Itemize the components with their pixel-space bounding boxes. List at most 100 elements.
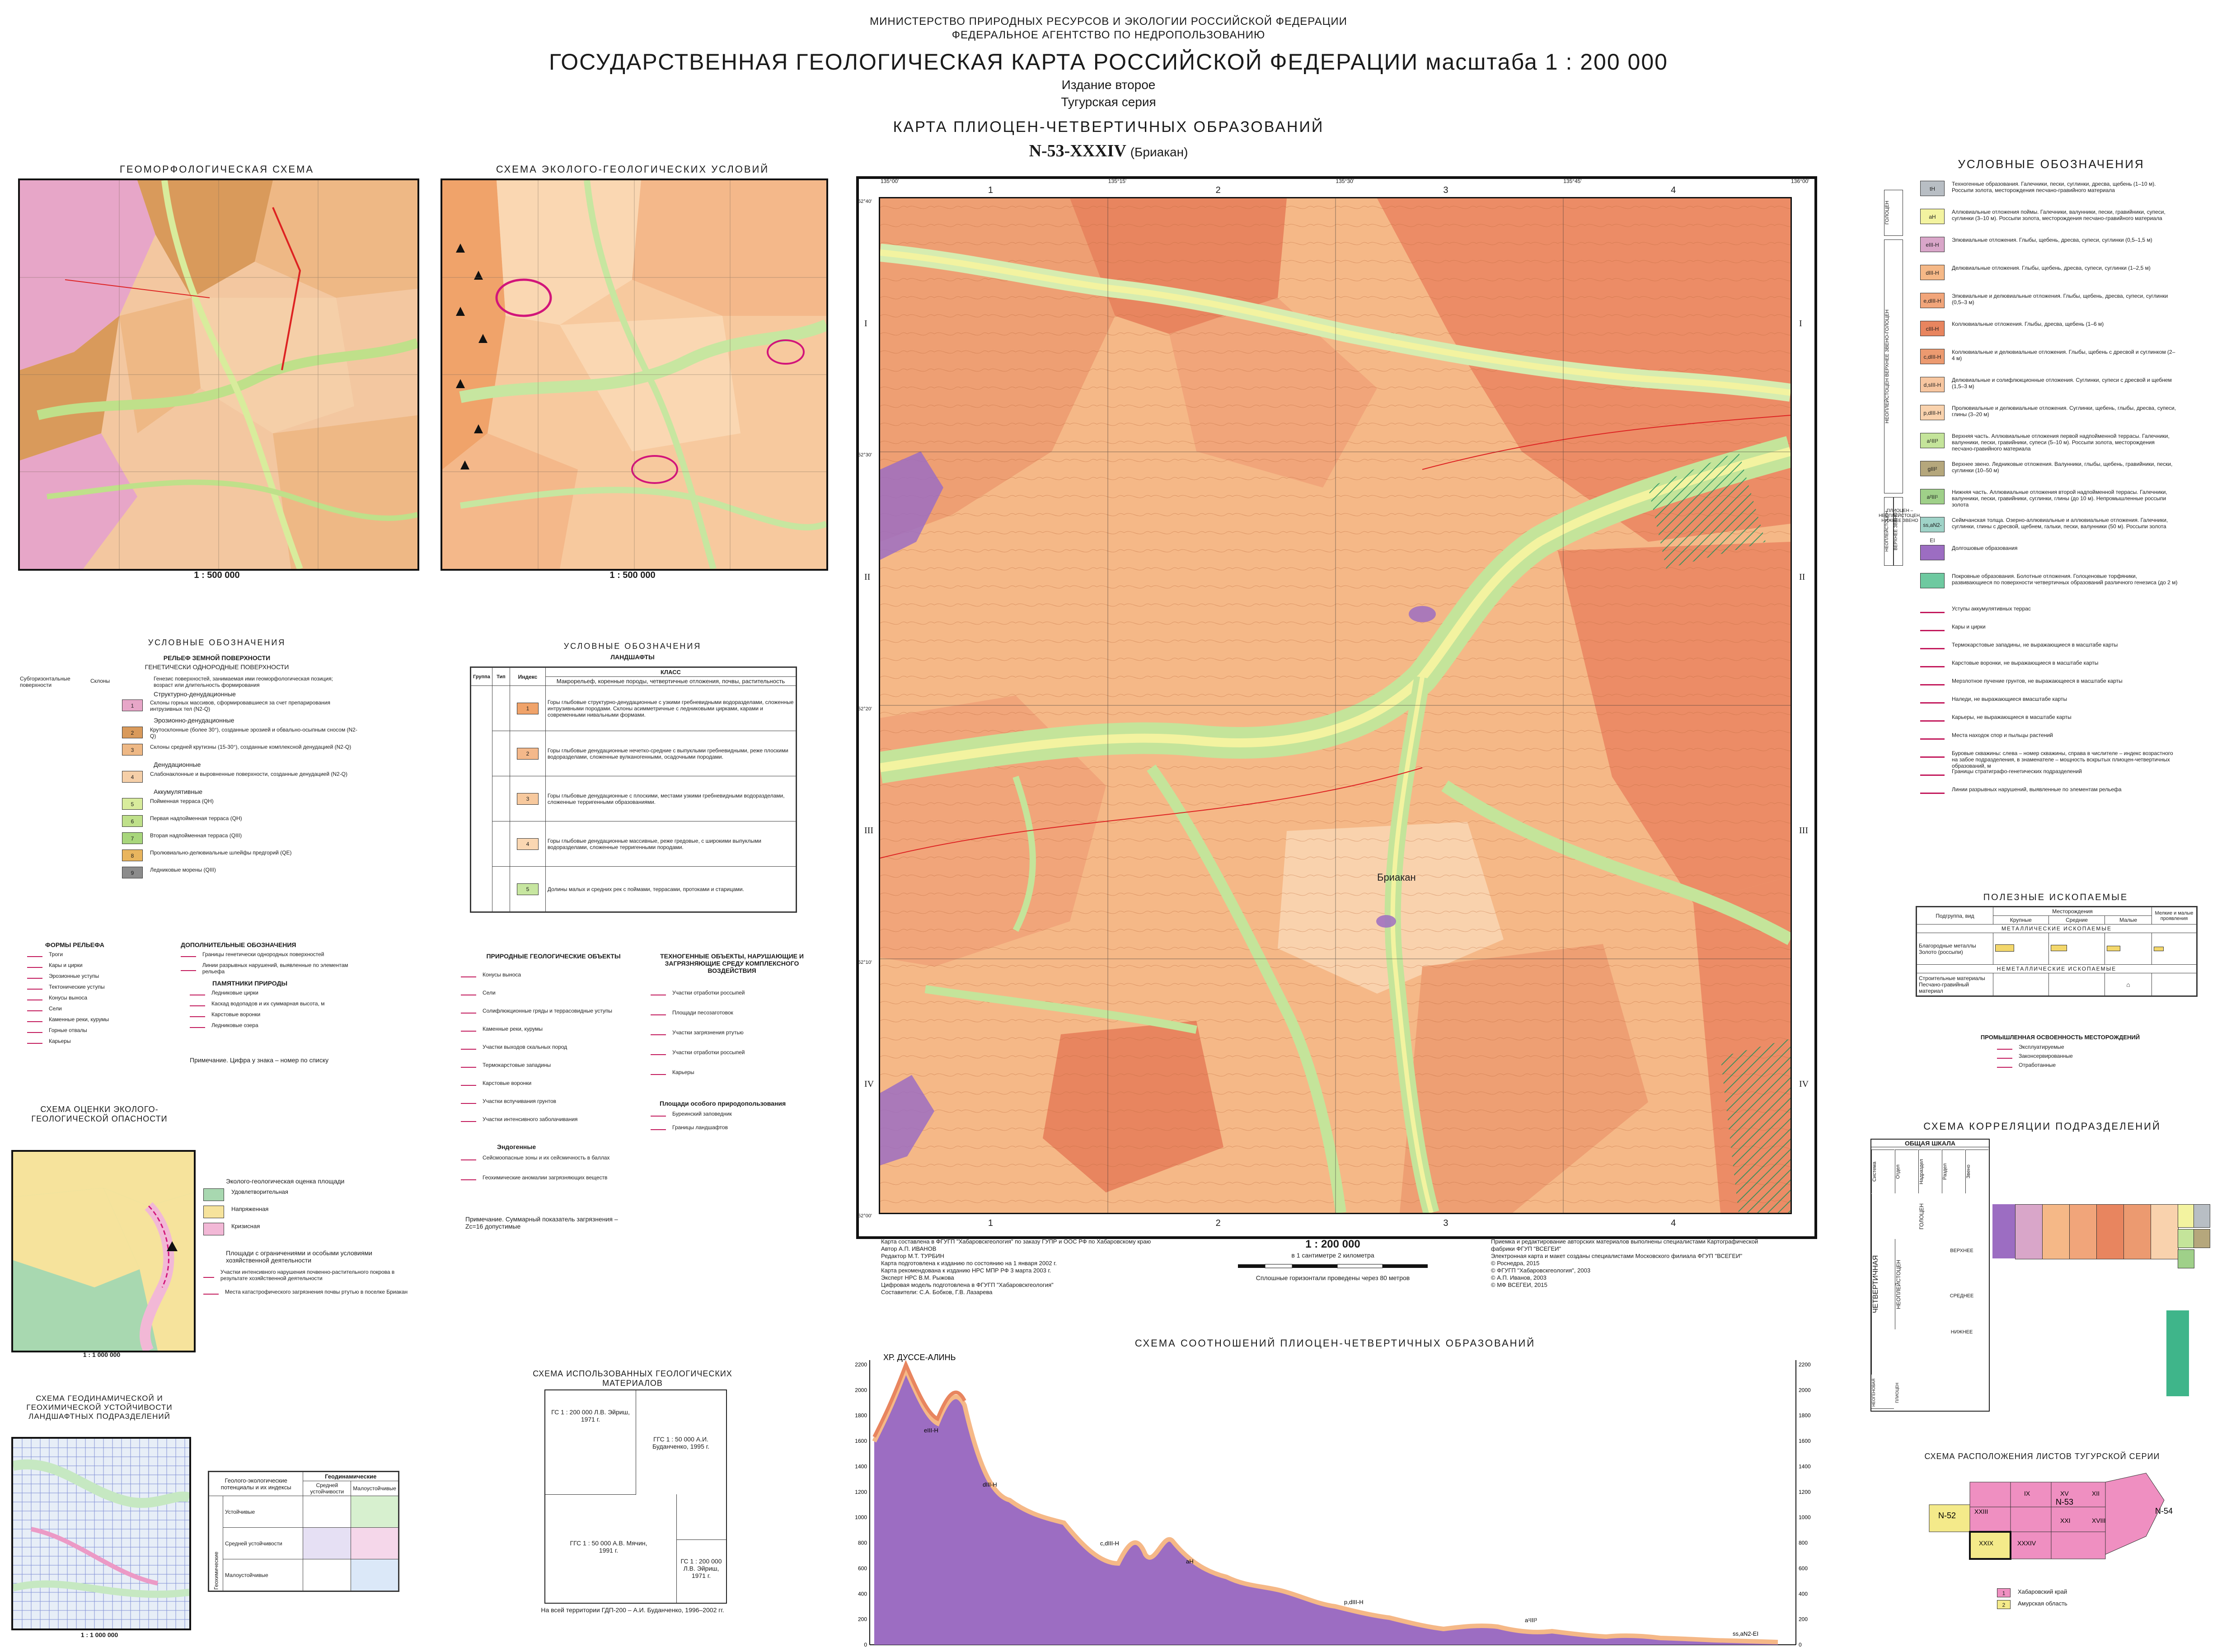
legend-symbol-icon: [203, 1289, 219, 1295]
materials-title: СХЕМА ИСПОЛЬЗОВАННЫХ ГЕОЛОГИЧЕСКИХ МАТЕР…: [533, 1369, 732, 1388]
geomorph-col-b: Склоны: [90, 678, 110, 684]
risk-swatch: [203, 1188, 224, 1201]
legend-item-text: Делювиальные и солифлюкционные отложения…: [1952, 377, 2172, 390]
profile-ytick: 1600: [855, 1438, 867, 1444]
legend-symbol-text: Буровые скважины: слева – номер скважины…: [1952, 750, 2173, 769]
correlation-scale: ОБЩАЯ ШКАЛА Система Отдел Надраздел Раздел З…: [1870, 1139, 1990, 1412]
index-title: СХЕМА РАСПОЛОЖЕНИЯ ЛИСТОВ ТУГУРСКОЙ СЕРИ…: [1924, 1452, 2160, 1461]
geomorph-map-svg: [20, 180, 417, 569]
legend-item: Покровные образования. Болотные отложени…: [1920, 573, 2178, 588]
natural-item-label: Сели: [483, 990, 496, 996]
minerals-cell: [2151, 933, 2197, 965]
natural-item-label: Карстовые воронки: [483, 1080, 532, 1086]
map-coord-lon: 136°00': [1791, 178, 1809, 184]
eco-row-type: [492, 866, 510, 912]
eco-row-index: 2: [509, 731, 546, 776]
legend-swatch: p,dIII-H: [1920, 405, 1945, 420]
legend-symbol-icon: [190, 1012, 205, 1017]
geomorph-legend-item: 6 Первая надпойменная терраса (QH): [122, 815, 362, 827]
minerals-table: Подгруппа, вид Месторождения Мелкие и ма…: [1916, 906, 2198, 997]
eco-head-index: Индекс: [509, 667, 546, 686]
minerals-cell: [2151, 973, 2197, 996]
natural-item-label: Участки интенсивного заболачивания: [483, 1116, 578, 1122]
legend-symbol-icon: [1997, 1044, 2012, 1050]
map-coord-lat: 52°20': [858, 706, 872, 712]
legend-symbol-icon: [1920, 678, 1945, 685]
correlation-head: Надраздел: [1918, 1150, 1941, 1193]
legend-symbol-item: Карстовые воронки, не выражающиеся в мас…: [1920, 660, 2178, 667]
monuments-item: Карстовые воронки: [190, 1011, 260, 1018]
profile-label: a¹III³: [1525, 1617, 1537, 1624]
sheet-number: N-53-XXXIV: [1029, 141, 1126, 160]
profile-ytick: 1400: [1799, 1463, 1811, 1469]
techno-title: ТЕХНОГЕННЫЕ ОБЪЕКТЫ, НАРУШАЮЩИЕ И ЗАГРЯЗ…: [660, 953, 804, 974]
legend-symbol-icon: [27, 1038, 42, 1044]
geomorph-legend-text: Склоны средней крутизны (15-30°), создан…: [150, 744, 352, 750]
monuments-item: Каскад водопадов и их суммарная высота, …: [190, 1000, 325, 1007]
legend-symbol-icon: [461, 1062, 476, 1068]
legend-item: a¹III³ Верхняя часть. Аллювиальные отложе…: [1920, 433, 2178, 452]
monuments-item: Ледниковые озера: [190, 1022, 258, 1028]
eco-row: 5 Долины малых и средних рек с поймами, т…: [471, 866, 797, 912]
map-coord-lon: 135°00': [881, 178, 899, 184]
geomorph-legend-text: Крутосклонные (более 30°), созданные эро…: [150, 727, 357, 739]
natural-item-label: Каменные реки, курумы: [483, 1026, 543, 1032]
minerals-head-group: Подгруппа, вид: [1917, 907, 1993, 925]
geomorph-swatch: 8: [122, 849, 143, 861]
map-subtitle: КАРТА ПЛИОЦЕН-ЧЕТВЕРТИЧНЫХ ОБРАЗОВАНИЙ: [893, 118, 1324, 136]
materials-text-4: ГС 1 : 200 000 Л.В. Эйриш, 1971 г.: [680, 1558, 722, 1579]
legend-swatch: cIII-H: [1920, 321, 1945, 336]
forms-item: Конусы выноса: [27, 995, 87, 1001]
legend-symbol-icon: [1920, 624, 1945, 631]
legend-symbol-item: Наледи, не выражающиеся вмасштабе карты: [1920, 696, 2178, 704]
minerals-cell: [2048, 973, 2105, 996]
map-row-label: II: [864, 572, 871, 582]
eco-row: 3 Горы глыбовые денудационные с плоскими,…: [471, 776, 797, 821]
natural-item: Сели: [461, 990, 496, 996]
sheet-name: (Бриакан): [1130, 145, 1188, 159]
techno-item: Площади песозаготовок: [651, 1009, 733, 1016]
eco-row-desc: Горы глыбовые денудационные нечетко-сред…: [545, 731, 797, 776]
geomorph-swatch: 1: [122, 699, 143, 711]
profile-label: eIII-H: [924, 1427, 938, 1434]
credit-line: Редактор М.Т. ТУРБИН: [881, 1253, 944, 1259]
techno-item: Участки отработки россыпей: [651, 1049, 745, 1056]
risk-legend-text: Удовлетворительная: [231, 1188, 288, 1195]
risk-swatch: [203, 1206, 224, 1218]
legend-symbol-icon: [651, 1030, 666, 1035]
minerals-col-small: Малые: [2105, 915, 2152, 925]
geomorph-legend-text: Склоны горных массивов, сформировавшиеся…: [150, 699, 330, 712]
legend-item-text: Элювиальные отложения. Глыбы, щебень, др…: [1952, 237, 2152, 243]
edition-line: Издание второе: [1061, 78, 1156, 92]
credit-line: © Роснедра, 2015: [1491, 1260, 1540, 1267]
map-col-label: 2: [1215, 1218, 1221, 1228]
legend-item: dIII-H Делювиальные отложения. Глыбы, щеб…: [1920, 265, 2178, 280]
minerals-cell: [1993, 933, 2049, 965]
legend-symbol-icon: [461, 1155, 476, 1160]
risk-title: СХЕМА ОЦЕНКИ ЭКОЛОГО-ГЕОЛОГИЧЕСКОЙ ОПАСН…: [31, 1105, 168, 1123]
geomorph-swatch: 2: [122, 727, 143, 738]
geomorph-swatch: 7: [122, 832, 143, 844]
geodyn-cell: [303, 1496, 352, 1528]
eco-row-index: 4: [509, 821, 546, 867]
map-coord-lon: 135°45': [1563, 178, 1582, 184]
scale-bar: [1238, 1264, 1428, 1268]
geomorph-swatch: 5: [122, 798, 143, 810]
credit-line: © ФГУГП "Хабаровскгеология", 2003: [1491, 1267, 1591, 1274]
prom-item: Эксплуатируемые: [1997, 1044, 2064, 1050]
legend-symbol-item: Уступы аккумулятивных террас: [1920, 605, 2178, 613]
map-row-label: III: [864, 826, 873, 836]
legend-symbol-icon: [1920, 768, 1945, 776]
protected-item: Границы ландшафтов: [651, 1124, 728, 1131]
legend-symbol-text: Уступы аккумулятивных террас: [1952, 605, 2031, 612]
legend-symbol-icon: [1920, 605, 1945, 613]
natural-item: Термокарстовые западины: [461, 1062, 551, 1068]
forms-item: Эрозионные уступы: [27, 973, 99, 979]
eco-row-type: [492, 685, 510, 731]
gold-symbol-icon: [2154, 946, 2164, 951]
correlation-system: ЧЕТВЕРТИЧНАЯ: [1871, 1194, 1894, 1375]
credit-line: Электронная карта и макет созданы специа…: [1491, 1253, 1743, 1259]
map-coord-lat: 52°10': [858, 959, 872, 965]
legend-item: ss,aN2-EI Сеймчанская толща. Озерно-аллюв…: [1920, 517, 2178, 544]
geomorph-group: Эрозионно-денудационные: [154, 717, 234, 724]
